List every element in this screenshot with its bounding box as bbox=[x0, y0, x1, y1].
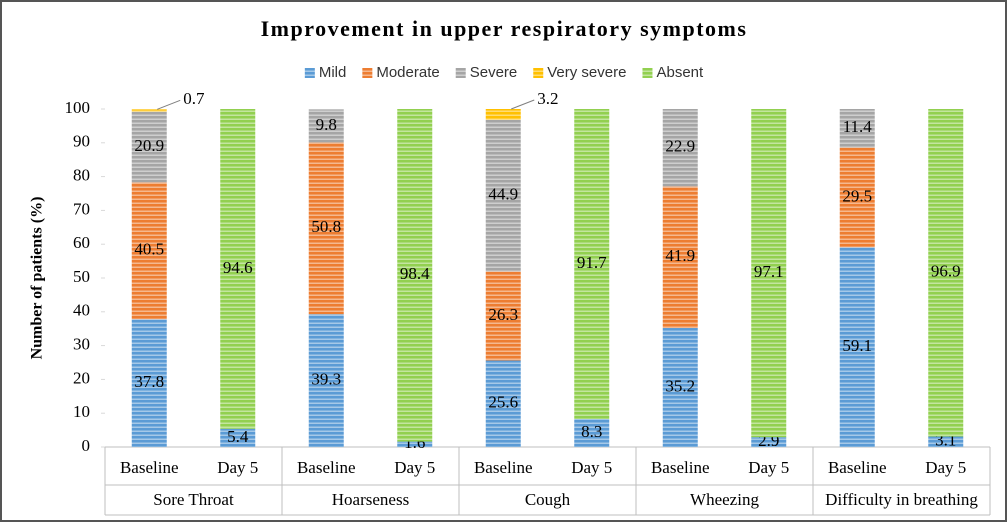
legend-label: Absent bbox=[656, 64, 704, 81]
bar-segment bbox=[397, 441, 433, 447]
bar-segment bbox=[308, 314, 344, 447]
data-label: 20.9 bbox=[134, 136, 164, 155]
data-label: 50.8 bbox=[311, 217, 341, 236]
bar-segment bbox=[131, 109, 167, 112]
y-tick-label: 100 bbox=[65, 98, 91, 117]
data-label: 29.5 bbox=[842, 186, 872, 205]
x-tick-label: Baseline bbox=[120, 458, 179, 477]
legend-swatch bbox=[362, 68, 373, 78]
data-label: 91.7 bbox=[577, 253, 607, 272]
data-label: 35.2 bbox=[665, 376, 695, 395]
data-label: 25.6 bbox=[488, 393, 518, 412]
leader-line bbox=[511, 99, 535, 110]
y-tick-label: 70 bbox=[73, 199, 90, 218]
bar-segment bbox=[485, 360, 521, 447]
bar-segment bbox=[485, 109, 521, 120]
bar-segment bbox=[485, 119, 521, 272]
group-label: Cough bbox=[525, 490, 571, 509]
data-label: 97.1 bbox=[754, 262, 784, 281]
data-label: 94.6 bbox=[223, 258, 253, 277]
data-label: 26.3 bbox=[488, 305, 518, 324]
x-tick-label: Baseline bbox=[828, 458, 887, 477]
legend-swatch bbox=[642, 68, 653, 78]
legend-label: Moderate bbox=[376, 64, 439, 81]
y-tick-label: 20 bbox=[73, 368, 90, 387]
legend-label: Severe bbox=[470, 64, 518, 81]
data-label: 5.4 bbox=[227, 427, 249, 446]
data-label: 3.2 bbox=[537, 89, 558, 108]
legend-label: Mild bbox=[319, 64, 347, 81]
bar-segment bbox=[839, 147, 875, 248]
data-label: 98.4 bbox=[400, 264, 430, 283]
y-tick-label: 10 bbox=[73, 402, 90, 421]
x-tick-label: Day 5 bbox=[394, 458, 435, 477]
bar-segment bbox=[839, 109, 875, 148]
x-tick-label: Day 5 bbox=[925, 458, 966, 477]
bar-segment bbox=[308, 142, 344, 315]
data-label: 0.7 bbox=[183, 89, 205, 108]
legend-swatch bbox=[533, 68, 544, 78]
bar-segment bbox=[131, 182, 167, 320]
data-label: 11.4 bbox=[843, 117, 873, 136]
bar-segment bbox=[131, 319, 167, 447]
x-tick-label: Baseline bbox=[651, 458, 710, 477]
data-label: 39.3 bbox=[311, 369, 341, 388]
data-label: 59.1 bbox=[842, 336, 872, 355]
bar-segment bbox=[397, 109, 433, 442]
y-tick-label: 90 bbox=[73, 132, 90, 151]
data-label: 40.5 bbox=[134, 240, 164, 259]
bar-segment bbox=[308, 109, 344, 143]
data-label: 37.8 bbox=[134, 372, 164, 391]
data-label: 96.9 bbox=[931, 262, 961, 281]
group-label: Hoarseness bbox=[332, 490, 409, 509]
bar-segment bbox=[662, 328, 698, 447]
data-label: 9.8 bbox=[316, 115, 337, 134]
bar-segment bbox=[751, 109, 787, 438]
data-label: 44.9 bbox=[488, 185, 518, 204]
bar-segment bbox=[928, 109, 964, 437]
group-label: Wheezing bbox=[690, 490, 759, 509]
group-label: Sore Throat bbox=[153, 490, 234, 509]
legend-swatch bbox=[304, 68, 315, 78]
bar-segment bbox=[928, 436, 964, 447]
bar-segment bbox=[662, 186, 698, 329]
chart-title: Improvement in upper respiratory symptom… bbox=[261, 16, 748, 41]
y-tick-label: 80 bbox=[73, 166, 90, 185]
x-tick-label: Day 5 bbox=[571, 458, 612, 477]
legend-swatch bbox=[455, 68, 466, 78]
bar-segment bbox=[662, 109, 698, 187]
bar-segment bbox=[131, 111, 167, 183]
data-label: 22.9 bbox=[665, 137, 695, 156]
y-tick-label: 60 bbox=[73, 233, 90, 252]
bar-segment bbox=[220, 428, 256, 447]
bar-segment bbox=[839, 247, 875, 447]
y-tick-label: 40 bbox=[73, 301, 90, 320]
leader-line bbox=[157, 99, 181, 110]
x-tick-label: Day 5 bbox=[748, 458, 789, 477]
y-tick-label: 50 bbox=[73, 267, 90, 286]
bar-segment bbox=[574, 109, 610, 419]
data-label: 41.9 bbox=[665, 246, 695, 265]
x-tick-label: Baseline bbox=[297, 458, 356, 477]
y-tick-label: 30 bbox=[73, 335, 90, 354]
x-tick-label: Baseline bbox=[474, 458, 533, 477]
bar-segment bbox=[220, 109, 256, 429]
y-axis-title: Number of patients (%) bbox=[29, 197, 46, 360]
bar-segment bbox=[751, 437, 787, 447]
data-label: 8.3 bbox=[581, 422, 602, 441]
x-tick-label: Day 5 bbox=[217, 458, 258, 477]
y-tick-label: 0 bbox=[82, 436, 91, 455]
bar-segment bbox=[574, 418, 610, 447]
bar-segment bbox=[485, 271, 521, 361]
group-label: Difficulty in breathing bbox=[825, 490, 978, 509]
legend-label: Very severe bbox=[547, 64, 626, 81]
